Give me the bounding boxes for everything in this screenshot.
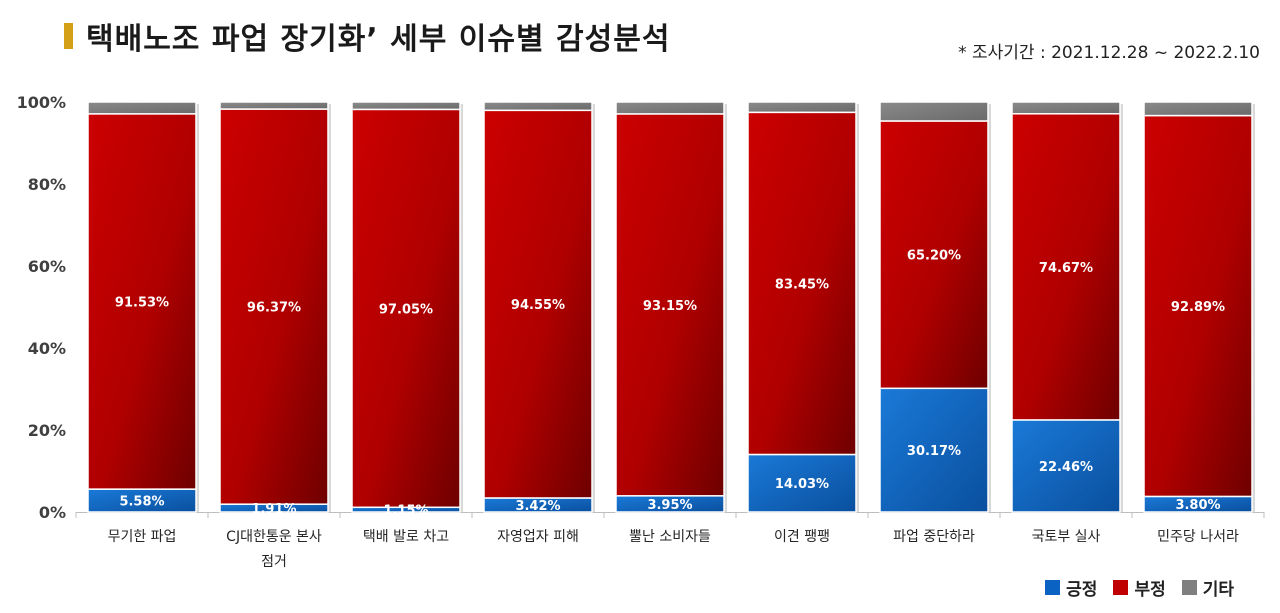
bar-segment-negative	[615, 113, 725, 497]
bar-segment-other	[1143, 101, 1253, 117]
category-label: CJ대한통운 본사 점거	[226, 529, 322, 570]
data-label: 22.46%	[1039, 460, 1093, 475]
legend-label-other: 기타	[1202, 580, 1234, 600]
legend-label-positive: 긍정	[1066, 580, 1098, 600]
data-label: 65.20%	[907, 249, 961, 264]
bar-segment-other	[1011, 101, 1121, 115]
y-tick-label: 40%	[28, 339, 66, 358]
legend-swatch-negative	[1113, 580, 1129, 595]
bar-segment-negative	[747, 111, 857, 456]
y-tick-label: 0%	[39, 503, 66, 522]
data-label: 5.58%	[119, 495, 164, 510]
y-tick-label: 20%	[28, 421, 66, 440]
category-label: 파업 중단하라	[893, 529, 975, 545]
bar-segment-negative	[351, 108, 461, 509]
bar-segment-positive	[747, 453, 857, 513]
data-label: 3.95%	[647, 498, 692, 513]
bar-segment-negative	[483, 109, 593, 499]
bar-segment-other	[483, 101, 593, 112]
bar-segment-other	[87, 101, 197, 115]
bar-segment-other	[219, 101, 329, 110]
bar-segment-positive	[1011, 419, 1121, 513]
y-tick-label: 80%	[28, 175, 66, 194]
data-label: 83.45%	[775, 277, 829, 292]
category-label: 뿔난 소비자들	[629, 529, 711, 545]
data-label: 93.15%	[643, 299, 697, 314]
legend-label-negative: 부정	[1134, 580, 1166, 600]
data-label: 3.80%	[1175, 498, 1220, 513]
data-label: 30.17%	[907, 444, 961, 459]
bar-segment-negative	[879, 120, 989, 390]
category-label: 택배 발로 차고	[363, 529, 449, 545]
bar-segment-negative	[219, 108, 329, 505]
category-label: 국토부 실사	[1032, 529, 1101, 545]
data-label: 96.37%	[247, 301, 301, 316]
legend-item-negative: 부정	[1113, 575, 1166, 600]
chart-title: 택배노조 파업 장기화’ 세부 이슈별 감성분석	[86, 22, 671, 57]
bar-segment-negative	[1143, 114, 1253, 498]
bar-segment-negative	[1011, 113, 1121, 421]
bar-segment-other	[879, 101, 989, 122]
legend-item-positive: 긍정	[1045, 575, 1097, 600]
category-label: 자영업자 피해	[497, 529, 579, 545]
legend: 긍정 부정 기타	[1045, 575, 1234, 600]
legend-swatch-positive	[1045, 580, 1061, 595]
data-label: 1.91%	[251, 502, 296, 517]
y-tick-label: 60%	[28, 257, 66, 276]
data-label: 97.05%	[379, 302, 433, 317]
category-label: 무기한 파업	[108, 529, 177, 545]
category-label: 민주당 나서라	[1157, 529, 1239, 545]
bar-segment-other	[747, 101, 857, 114]
data-label: 74.67%	[1039, 261, 1093, 276]
bar-segment-other	[351, 101, 461, 111]
survey-period: * 조사기간 : 2021.12.28 ~ 2022.2.10	[958, 43, 1260, 63]
data-label: 92.89%	[1171, 300, 1225, 315]
bar-segment-other	[615, 101, 725, 115]
title-accent-bar	[64, 23, 73, 49]
legend-swatch-other	[1181, 580, 1197, 595]
legend-item-other: 기타	[1181, 575, 1234, 600]
y-tick-label: 100%	[17, 93, 66, 112]
data-label: 3.42%	[515, 499, 560, 514]
bar-segment-negative	[87, 113, 197, 490]
data-label: 94.55%	[511, 298, 565, 313]
data-label: 91.53%	[115, 295, 169, 310]
category-label: 이견 팽팽	[774, 529, 830, 545]
data-label: 14.03%	[775, 477, 829, 492]
data-label: 1.15%	[383, 504, 428, 519]
